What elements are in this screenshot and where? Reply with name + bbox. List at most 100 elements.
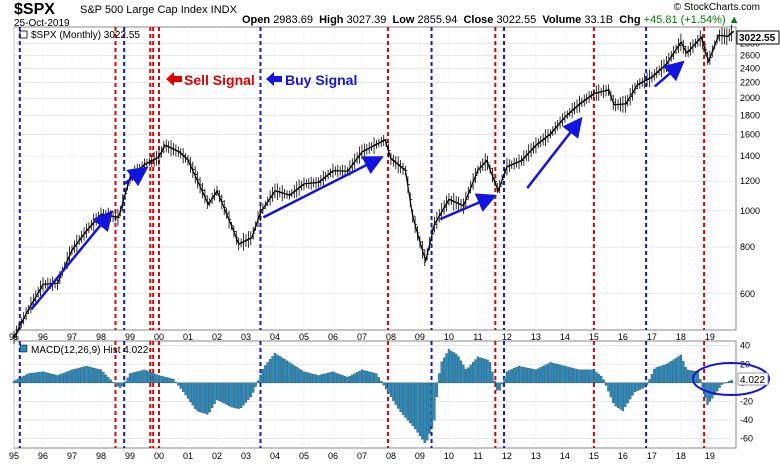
macd-hist-bar	[658, 366, 661, 384]
macd-hist-bar	[341, 375, 344, 384]
macd-hist-bar	[356, 372, 359, 384]
macd-hist-bar	[578, 369, 581, 384]
macd-hist-bar	[365, 370, 368, 384]
price-x-tick-label: 96	[38, 332, 48, 342]
macd-hist-bar	[619, 382, 622, 410]
price-x-tick-label: 19	[705, 332, 715, 342]
macd-hist-bar	[68, 370, 71, 384]
macd-hist-bar	[136, 371, 139, 384]
macd-hist-bar	[554, 363, 557, 384]
macd-hist-bar	[196, 382, 199, 412]
macd-hist-bar	[522, 367, 525, 384]
macd-hist-bar	[119, 382, 122, 388]
macd-hist-bar	[331, 371, 335, 384]
macd-hist-bar	[498, 382, 501, 391]
macd-hist-bar	[302, 371, 306, 384]
last-price-tag	[736, 30, 780, 45]
macd-hist-bar	[486, 359, 489, 384]
price-x-tick-label: 99	[125, 332, 135, 342]
macd-hist-bar	[650, 374, 654, 384]
macd-hist-bar	[725, 382, 728, 384]
price-legend-swatch	[19, 30, 28, 39]
macd-hist-bar	[631, 382, 634, 396]
macd-hist-bar	[73, 369, 76, 384]
trend-arrow	[439, 193, 498, 221]
macd-x-tick-label: 05	[299, 451, 309, 461]
macd-hist-bar	[17, 378, 20, 384]
macd-hist-bar	[595, 371, 598, 384]
macd-hist-bar	[191, 382, 194, 406]
high-value: 3027.39	[346, 14, 387, 26]
macd-hist-bar	[157, 375, 161, 384]
macd-hist-bar	[310, 373, 313, 384]
macd-hist-bar	[421, 382, 424, 440]
macd-hist-bar	[484, 358, 487, 384]
sell-signal-label: Sell Signal	[184, 72, 255, 88]
open-label: Open	[242, 14, 271, 26]
macd-x-tick-label: 02	[212, 451, 222, 461]
macd-hist-bar	[517, 366, 521, 384]
macd-hist-bar	[667, 362, 670, 384]
price-y-tick-label: 800	[740, 242, 755, 252]
price-x-tick-label: 11	[473, 332, 482, 342]
macd-hist-bar	[701, 382, 704, 389]
macd-hist-bar	[70, 369, 74, 384]
macd-hist-bar	[730, 379, 733, 384]
price-y-tick-label: 600	[740, 289, 755, 299]
macd-hist-bar	[624, 382, 627, 408]
macd-hist-bar	[249, 382, 252, 398]
volume-value: 33.1B	[584, 14, 614, 26]
macd-hist-bar	[571, 367, 574, 384]
macd-hist-bar	[674, 357, 678, 384]
macd-hist-bar	[285, 360, 289, 384]
macd-hist-bar	[614, 382, 617, 407]
macd-hist-bar	[563, 365, 567, 384]
macd-hist-bar	[607, 382, 610, 392]
macd-hist-bar	[80, 367, 83, 384]
macd-hist-bar	[384, 382, 388, 390]
price-x-tick-label: 08	[386, 332, 396, 342]
macd-hist-bar	[616, 382, 620, 408]
macd-hist-bar	[162, 376, 165, 384]
macd-x-tick-label: 01	[183, 451, 193, 461]
open-value: 2983.69	[273, 14, 313, 26]
macd-hist-bar	[237, 382, 240, 409]
macd-hist-bar	[348, 375, 351, 384]
macd-hist-bar	[278, 356, 281, 384]
macd-hist-bar	[491, 371, 494, 384]
macd-hist-bar	[319, 374, 322, 384]
macd-hist-bar	[121, 382, 124, 387]
macd-hist-bar	[457, 356, 460, 384]
macd-hist-bar	[273, 352, 277, 384]
macd-hist-bar	[397, 382, 400, 409]
macd-hist-bar	[720, 382, 724, 385]
macd-hist-bar	[508, 370, 511, 384]
macd-hist-bar	[368, 371, 371, 384]
price-y-tick-label: 1000	[740, 206, 760, 216]
macd-hist-bar	[75, 368, 78, 384]
macd-hist-bar	[392, 382, 395, 401]
stockcharts-credit[interactable]: © StockCharts.com	[673, 2, 760, 13]
macd-x-tick-label: 96	[38, 451, 48, 461]
price-x-tick-label: 04	[270, 332, 280, 342]
price-x-tick-label: 00	[154, 332, 164, 342]
price-x-tick-label: 06	[328, 332, 338, 342]
macd-hist-bar	[648, 379, 651, 384]
macd-hist-bar	[49, 373, 52, 384]
macd-hist-bar	[626, 382, 629, 404]
macd-hist-bar	[56, 375, 59, 384]
macd-hist-bar	[24, 374, 28, 384]
macd-hist-bar	[534, 369, 538, 384]
macd-hist-bar	[372, 372, 376, 384]
macd-hist-bar	[612, 382, 615, 404]
macd-hist-bar	[629, 382, 632, 400]
signal-lines	[18, 27, 706, 448]
price-panel	[13, 26, 737, 331]
macd-hist-bar	[15, 379, 18, 384]
macd-hist-bar	[312, 374, 315, 384]
trend-arrows	[30, 60, 685, 311]
macd-hist-bar	[505, 371, 509, 384]
trend-arrow	[30, 210, 113, 311]
macd-hist-bar	[327, 372, 330, 384]
macd-x-tick-label: 13	[531, 451, 541, 461]
